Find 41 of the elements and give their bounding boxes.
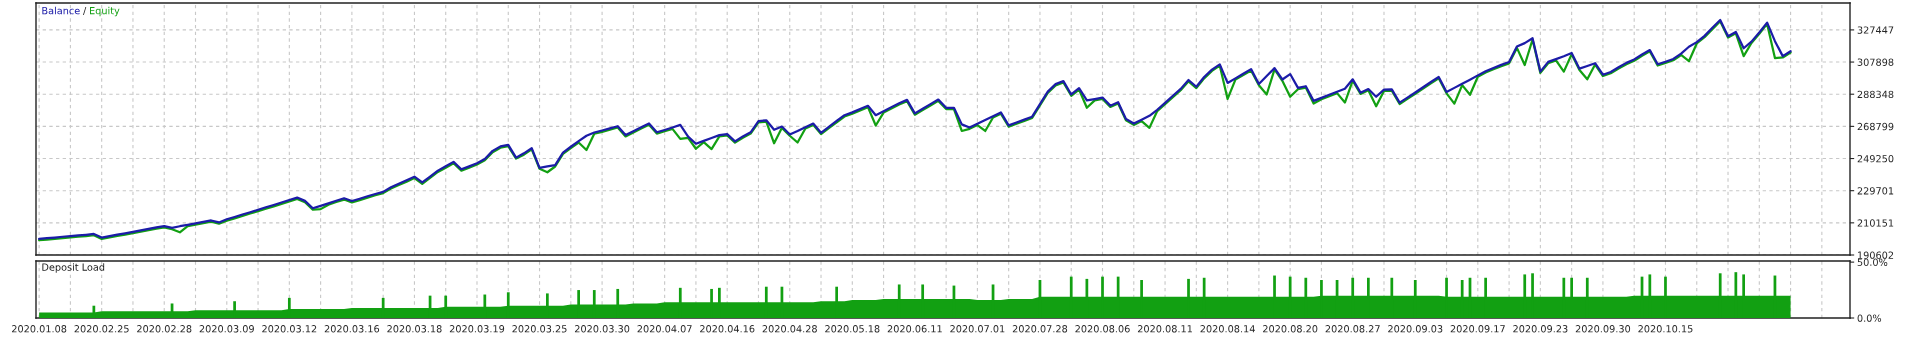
annotation: / <box>83 7 87 16</box>
y-tick-label: 50.0% <box>1857 258 1888 266</box>
x-tick-label: 2020.03.16 <box>324 325 380 333</box>
y-tick-label: 210151 <box>1857 219 1894 227</box>
x-tick-label: 2020.04.07 <box>637 325 692 333</box>
x-tick-label: 2020.09.23 <box>1513 325 1568 333</box>
x-tick-label: 2020.02.25 <box>74 325 129 333</box>
y-tick-label: 268799 <box>1857 122 1894 131</box>
x-tick-label: 2020.09.03 <box>1388 325 1443 333</box>
x-tick-label: 2020.03.25 <box>512 325 567 333</box>
x-tick-label: 2020.07.01 <box>950 325 1005 333</box>
x-tick-label: 2020.09.30 <box>1575 325 1631 333</box>
y-tick-label: 327447 <box>1857 26 1894 34</box>
x-tick-label: 2020.04.28 <box>762 325 817 333</box>
y-tick-label: 288348 <box>1857 90 1894 99</box>
chart-title: Deposit Load <box>42 263 105 273</box>
text: Balance <box>42 6 80 15</box>
x-tick-label: 2020.03.30 <box>574 325 630 333</box>
y-tick-label: 0.0% <box>1857 314 1882 322</box>
x-tick-label: 2020.04.16 <box>700 325 755 333</box>
x-tick-label: 2020.08.27 <box>1325 325 1380 333</box>
x-tick-label: 2020.08.06 <box>1075 325 1130 333</box>
x-tick-label: 2020.08.14 <box>1200 325 1255 333</box>
y-tick-label: 190602 <box>1858 251 1894 259</box>
y-tick-label: 307898 <box>1857 58 1894 66</box>
y-tick-label: 249250 <box>1857 155 1894 163</box>
x-tick-label: 2020.08.11 <box>1137 325 1192 333</box>
x-tick-label: 2020.07.28 <box>1012 325 1068 333</box>
x-tick-label: 2020.06.11 <box>887 325 942 333</box>
x-tick-label: 2020.01.08 <box>12 325 67 333</box>
x-tick-label: 2020.08.20 <box>1263 325 1318 333</box>
y-tick-label: 229701 <box>1857 187 1894 195</box>
x-tick-label: 2020.10.15 <box>1638 325 1693 333</box>
x-tick-label: 2020.02.28 <box>137 325 192 333</box>
x-tick-label: 2020.03.12 <box>262 325 317 333</box>
x-tick-label: 2020.05.18 <box>825 325 880 333</box>
x-tick-label: 2020.03.18 <box>387 325 442 333</box>
x-tick-label: 2020.03.19 <box>449 325 505 333</box>
x-tick-label: 2020.03.09 <box>199 325 254 333</box>
text: Equity <box>90 6 120 17</box>
x-tick-label: 2020.09.17 <box>1450 325 1505 333</box>
